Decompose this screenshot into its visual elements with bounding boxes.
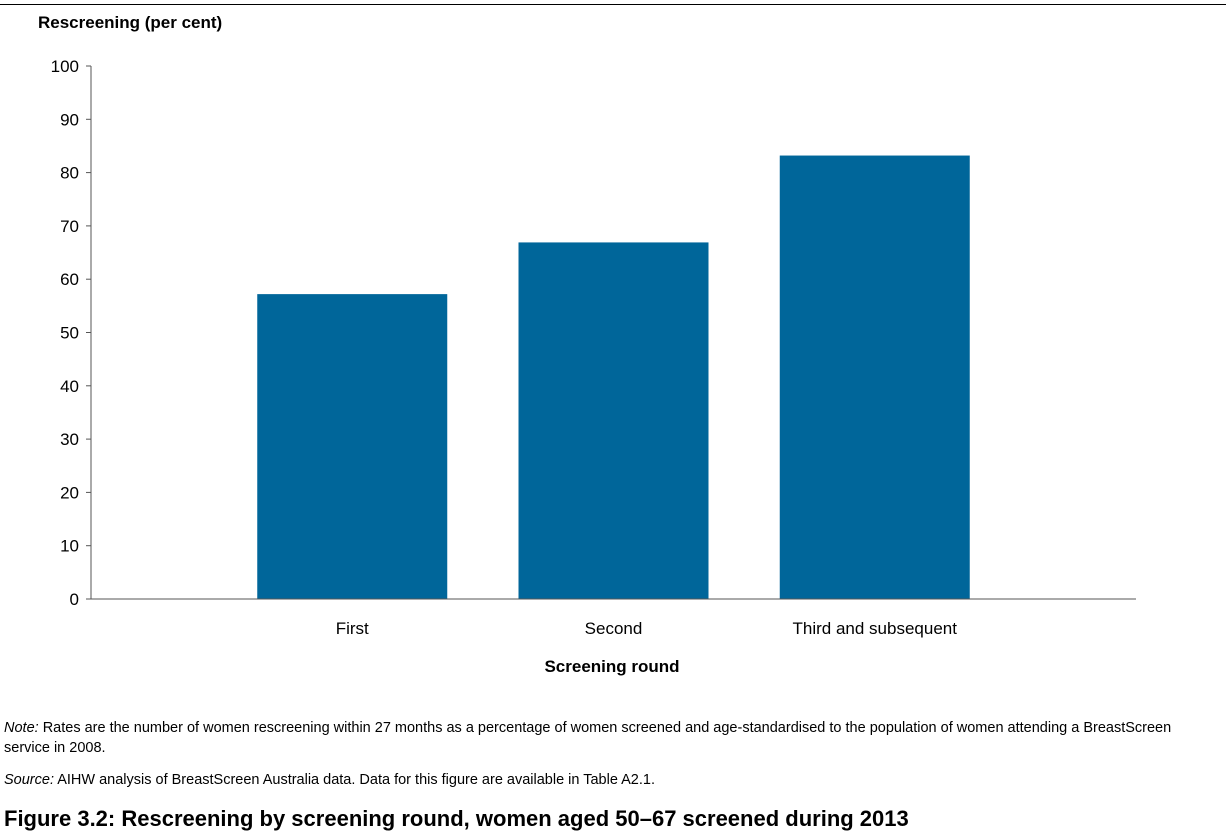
note: Note: Rates are the number of women resc… (4, 718, 1204, 758)
y-tick-label: 90 (60, 110, 79, 129)
y-tick-label: 80 (60, 164, 79, 183)
bar (257, 294, 448, 599)
figure-caption: Figure 3.2: Rescreening by screening rou… (4, 806, 909, 831)
note-text: Rates are the number of women rescreenin… (4, 720, 1172, 756)
x-axis-title: Screening round (544, 657, 679, 676)
y-tick-label: 20 (60, 483, 79, 502)
x-tick-label: First (336, 619, 369, 638)
bar-chart: Rescreening (per cent) 0 10 20 30 40 50 60 70 80… (38, 13, 1136, 676)
y-tick-label: 50 (60, 324, 79, 343)
note-label: Note: (4, 720, 39, 736)
y-tick-label: 40 (60, 377, 79, 396)
y-tick-label: 10 (60, 537, 79, 556)
y-tick-label: 70 (60, 217, 79, 236)
top-rule (0, 4, 1226, 5)
bars (257, 155, 970, 599)
source: Source: AIHW analysis of BreastScreen Au… (4, 770, 1204, 790)
y-axis: 0 10 20 30 40 50 60 70 80 90 100 (51, 57, 92, 609)
y-tick-label: 100 (51, 57, 79, 76)
source-label: Source: (4, 772, 54, 788)
x-tick-label: Third and subsequent (793, 619, 958, 638)
y-tick-label: 0 (70, 590, 79, 609)
x-axis: First Second Third and subsequent (91, 598, 1136, 638)
y-tick-label: 60 (60, 270, 79, 289)
source-text: AIHW analysis of BreastScreen Australia … (53, 772, 655, 788)
bar (518, 242, 709, 599)
bar (779, 155, 970, 599)
x-tick-label: Second (585, 619, 643, 638)
y-tick-label: 30 (60, 430, 79, 449)
y-axis-title: Rescreening (per cent) (38, 13, 222, 32)
